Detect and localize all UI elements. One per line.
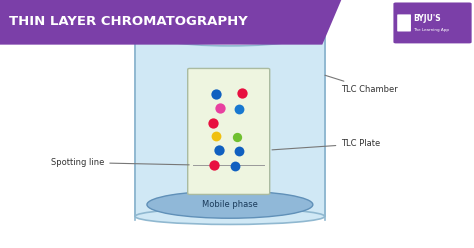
- FancyBboxPatch shape: [393, 2, 472, 43]
- Point: [217, 106, 224, 110]
- Text: TLC Chamber: TLC Chamber: [325, 75, 398, 94]
- Point: [216, 148, 223, 152]
- Point: [210, 121, 217, 125]
- Text: BYJU'S: BYJU'S: [413, 14, 441, 23]
- Point: [233, 135, 241, 139]
- Ellipse shape: [135, 208, 325, 224]
- Point: [236, 149, 243, 153]
- Point: [212, 134, 219, 138]
- Point: [238, 91, 246, 95]
- Ellipse shape: [135, 14, 325, 46]
- FancyBboxPatch shape: [135, 38, 325, 216]
- FancyBboxPatch shape: [188, 68, 270, 194]
- Point: [231, 164, 238, 168]
- Ellipse shape: [147, 191, 313, 218]
- Polygon shape: [0, 0, 341, 45]
- FancyBboxPatch shape: [397, 14, 411, 31]
- Text: THIN LAYER CHROMATOGRAPHY: THIN LAYER CHROMATOGRAPHY: [9, 15, 248, 28]
- Text: The Learning App: The Learning App: [413, 28, 449, 32]
- Text: TLC Plate: TLC Plate: [272, 139, 381, 150]
- Point: [212, 92, 219, 96]
- Text: Spotting line: Spotting line: [51, 158, 189, 167]
- Point: [236, 107, 243, 111]
- Point: [210, 163, 218, 167]
- Ellipse shape: [154, 18, 306, 42]
- Text: Mobile phase: Mobile phase: [202, 200, 258, 209]
